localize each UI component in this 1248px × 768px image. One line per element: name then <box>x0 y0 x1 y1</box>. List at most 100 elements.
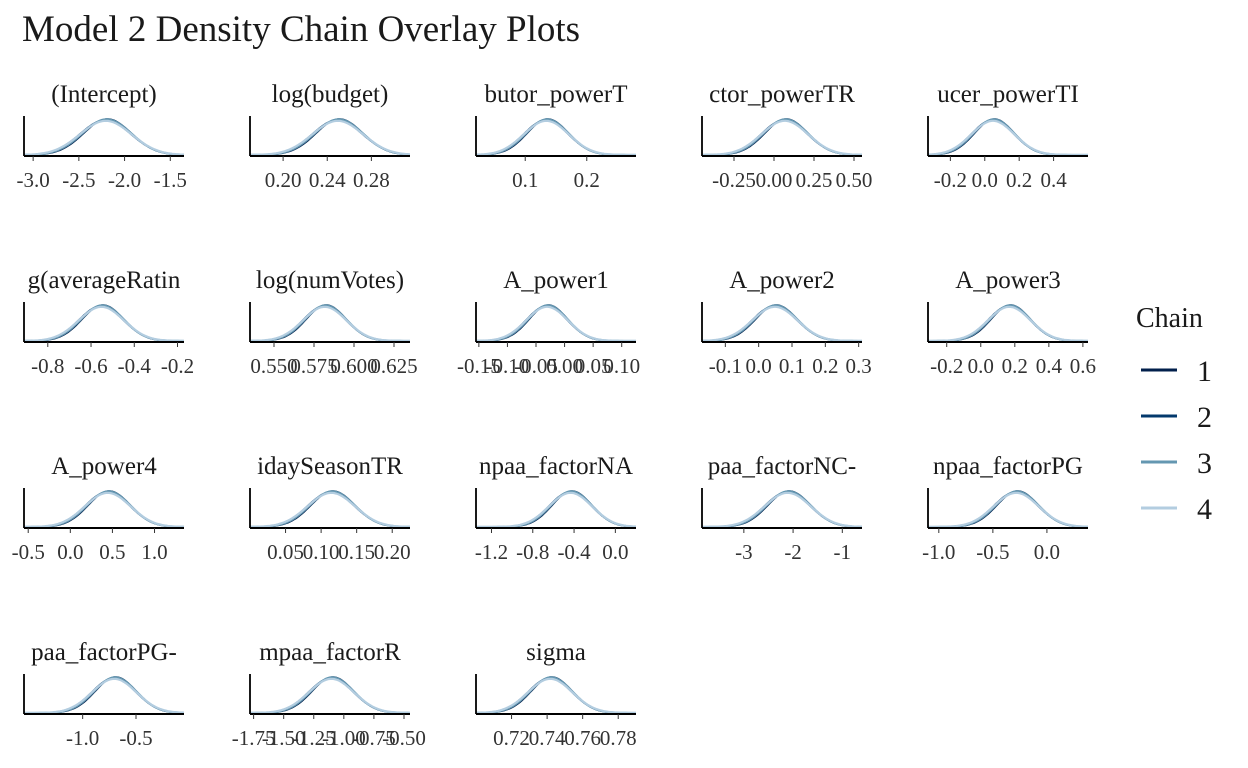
x-tick-label: -0.8 <box>31 354 64 378</box>
x-tick-label: 0.10 <box>603 354 640 378</box>
panel-sigma: sigma 0.720.740.760.78 <box>475 639 637 750</box>
x-tick-label: -2 <box>784 540 802 564</box>
density-chain-4 <box>476 305 636 342</box>
density-chain-4 <box>702 491 862 528</box>
x-tick-label: -0.2 <box>934 168 967 192</box>
density-chain-1 <box>250 304 410 342</box>
x-tick-label: -0.4 <box>118 354 152 378</box>
panel-title: A_power4 <box>51 453 157 480</box>
panel-title: (Intercept) <box>51 81 156 108</box>
x-tick-label: 0.00 <box>546 354 583 378</box>
density-chain-3 <box>24 118 184 156</box>
x-tick-label: 0.15 <box>338 540 375 564</box>
x-tick-label: 0.2 <box>1006 168 1032 192</box>
panel-npaa-factorpg: npaa_factorPG -1.0 -0.5 0.0 <box>922 453 1088 564</box>
density-chain-4 <box>250 305 410 342</box>
x-tick-label: -0.6 <box>74 354 107 378</box>
x-tick-label: -1.75 <box>232 726 276 750</box>
density-chain-1 <box>702 490 862 528</box>
density-chain-4 <box>476 491 636 528</box>
x-tick-label: 0.600 <box>330 354 377 378</box>
x-tick-label: -0.5 <box>119 726 152 750</box>
density-chain-4 <box>24 119 184 156</box>
x-tick-label: -2.0 <box>108 168 141 192</box>
x-tick-label: 0.0 <box>746 354 772 378</box>
panel-g-averageratin: g(averageRatin -0.8 -0.6 -0.4 -0.2 <box>23 267 194 378</box>
density-chain-3 <box>250 676 410 714</box>
legend-item-chain-3: 3 <box>1141 447 1212 480</box>
density-chain-3 <box>702 118 862 156</box>
x-tick-label: 0.3 <box>846 354 872 378</box>
panel-paa-factorpg: paa_factorPG- -1.0 -0.5 <box>23 639 184 750</box>
panel-title: npaa_factorNA <box>479 453 633 480</box>
x-tick-label: -0.10 <box>486 354 530 378</box>
x-tick-label: -2.5 <box>62 168 95 192</box>
chart-title: Model 2 Density Chain Overlay Plots <box>22 9 581 50</box>
panel-title: A_power2 <box>729 267 835 294</box>
x-tick-label: 1.0 <box>141 540 167 564</box>
panel-title: paa_factorNC- <box>708 453 857 480</box>
x-tick-label: -0.1 <box>709 354 742 378</box>
x-tick-label: -0.5 <box>976 540 1009 564</box>
x-tick-label: -0.2 <box>930 354 963 378</box>
panels-layer: (Intercept) -3.0 -2.5 -2.0 -1.5 log(budget) 0.… <box>12 81 1096 750</box>
density-chain-4 <box>702 305 862 342</box>
panel-ctor-powertr: ctor_powerTR -0.25 0.00 0.25 0.50 <box>701 81 872 192</box>
x-tick-label: -1 <box>834 540 852 564</box>
panel-log-budget: log(budget) 0.20 0.24 0.28 <box>249 81 410 192</box>
x-tick-label: 0.4 <box>1036 354 1063 378</box>
density-chain-2 <box>476 305 636 342</box>
density-chain-2 <box>24 491 184 528</box>
panel-butor-powert: butor_powerT 0.1 0.2 <box>475 81 636 192</box>
density-chain-2 <box>250 677 410 714</box>
density-chain-1 <box>24 118 184 156</box>
density-chain-2 <box>702 119 862 156</box>
x-tick-label: 0.0 <box>602 540 628 564</box>
x-tick-label: 0.28 <box>353 168 390 192</box>
x-tick-label: 0.24 <box>309 168 346 192</box>
density-chain-2 <box>476 119 636 156</box>
x-tick-label: 0.20 <box>265 168 302 192</box>
density-chain-3 <box>702 490 862 528</box>
legend-item-chain-4: 4 <box>1141 493 1212 526</box>
x-tick-label: -0.8 <box>516 540 549 564</box>
density-chain-4 <box>928 119 1088 156</box>
density-chain-1 <box>702 304 862 342</box>
density-chain-4 <box>24 491 184 528</box>
panel-title: ctor_powerTR <box>709 81 855 108</box>
density-chain-3 <box>250 490 410 528</box>
density-chain-4 <box>250 677 410 714</box>
panel-title: paa_factorPG- <box>31 639 177 666</box>
density-chain-4 <box>476 677 636 714</box>
x-tick-label: -0.2 <box>161 354 194 378</box>
legend-label: 3 <box>1197 447 1212 480</box>
x-tick-label: -3.0 <box>17 168 50 192</box>
density-chain-4 <box>250 119 410 156</box>
panel-a-power3: A_power3 -0.2 0.0 0.2 0.4 0.6 <box>927 267 1096 378</box>
density-chain-3 <box>24 490 184 528</box>
panel-title: A_power1 <box>503 267 609 294</box>
x-tick-label: -0.5 <box>12 540 45 564</box>
panel-a-power4: A_power4 -0.5 0.0 0.5 1.0 <box>12 453 184 564</box>
x-tick-label: 0.1 <box>779 354 805 378</box>
panel-title: sigma <box>526 639 586 666</box>
x-tick-label: -1.50 <box>262 726 306 750</box>
density-chain-4 <box>928 305 1088 342</box>
density-chain-4 <box>24 305 184 342</box>
panel-ucer-powerti: ucer_powerTI -0.2 0.0 0.2 0.4 <box>927 81 1088 192</box>
panel-a-power2: A_power2 -0.1 0.0 0.1 0.2 0.3 <box>701 267 872 378</box>
density-chain-1 <box>250 490 410 528</box>
density-chain-2 <box>250 305 410 342</box>
x-tick-label: 0.05 <box>267 540 304 564</box>
x-tick-label: 0.550 <box>250 354 297 378</box>
x-tick-label: -0.50 <box>382 726 426 750</box>
x-tick-label: 0.2 <box>1002 354 1028 378</box>
panel-title: mpaa_factorR <box>259 639 401 666</box>
x-tick-label: 0.0 <box>972 168 998 192</box>
x-tick-label: -0.4 <box>557 540 591 564</box>
x-tick-label: 0.0 <box>968 354 994 378</box>
density-chain-4 <box>476 119 636 156</box>
x-tick-label: -1.0 <box>66 726 99 750</box>
panel-title: g(averageRatin <box>28 267 181 294</box>
